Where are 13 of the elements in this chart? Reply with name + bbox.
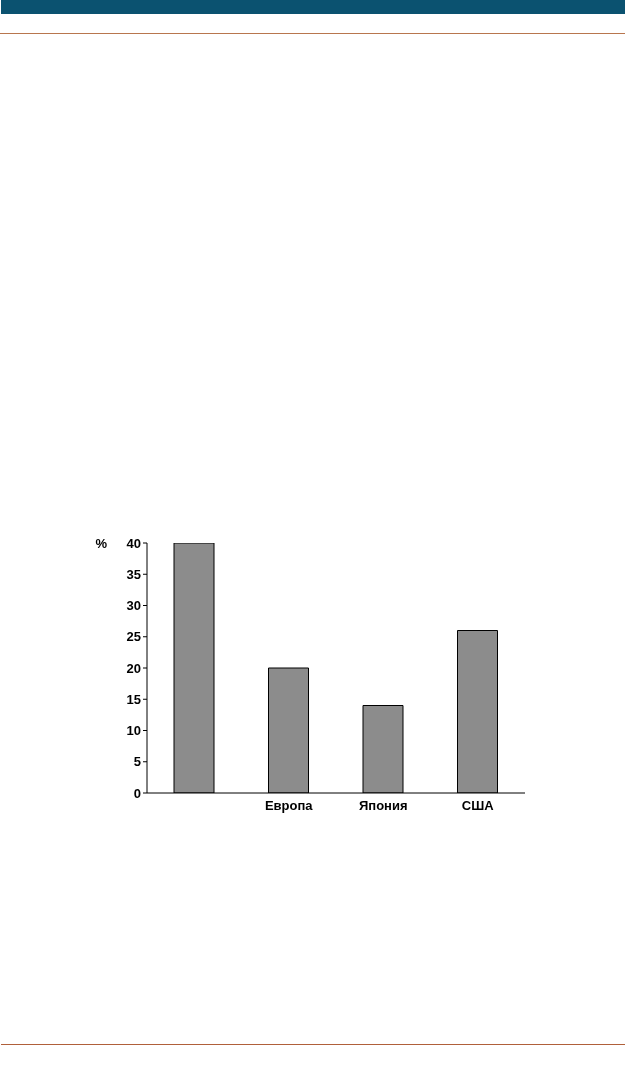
y-tick-label: 10	[126, 723, 141, 739]
y-tick-label: 5	[133, 754, 141, 770]
x-tick-label: Япония	[358, 798, 408, 814]
y-tick-label: 20	[126, 660, 141, 676]
y-tick-label: 15	[126, 691, 141, 707]
y-tick-label: 30	[126, 598, 141, 614]
y-tick-label: 0	[133, 785, 141, 801]
x-tick-label: США	[461, 798, 495, 814]
y-axis-title: %	[95, 536, 108, 551]
y-tick-label: 40	[126, 535, 141, 551]
x-tick-label: Европа	[264, 798, 314, 814]
y-tick-label: 35	[126, 566, 141, 582]
y-tick-label: 25	[126, 629, 141, 645]
